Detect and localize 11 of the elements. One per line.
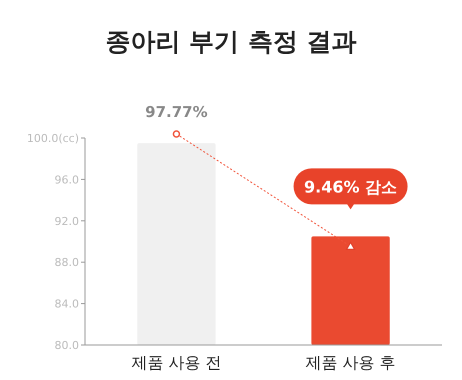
y-tick-label: 100.0(cc) [26, 132, 79, 145]
y-tick-label: 88.0 [54, 256, 79, 270]
annotation: 9.46% 감소 [304, 177, 398, 196]
y-tick-label: 96.0 [54, 173, 79, 186]
text: 97.77% [145, 103, 208, 121]
y-tick-label: 84.0 [54, 298, 79, 311]
chart-title: 종아리 부기 측정 결과 [105, 27, 357, 56]
y-tick-label: 92.0 [54, 214, 79, 228]
x-tick-label: 제품 사용 전 [131, 353, 222, 372]
x-tick-label: 제품 사용 후 [305, 353, 396, 372]
y-tick-label: 80.0 [54, 339, 79, 352]
